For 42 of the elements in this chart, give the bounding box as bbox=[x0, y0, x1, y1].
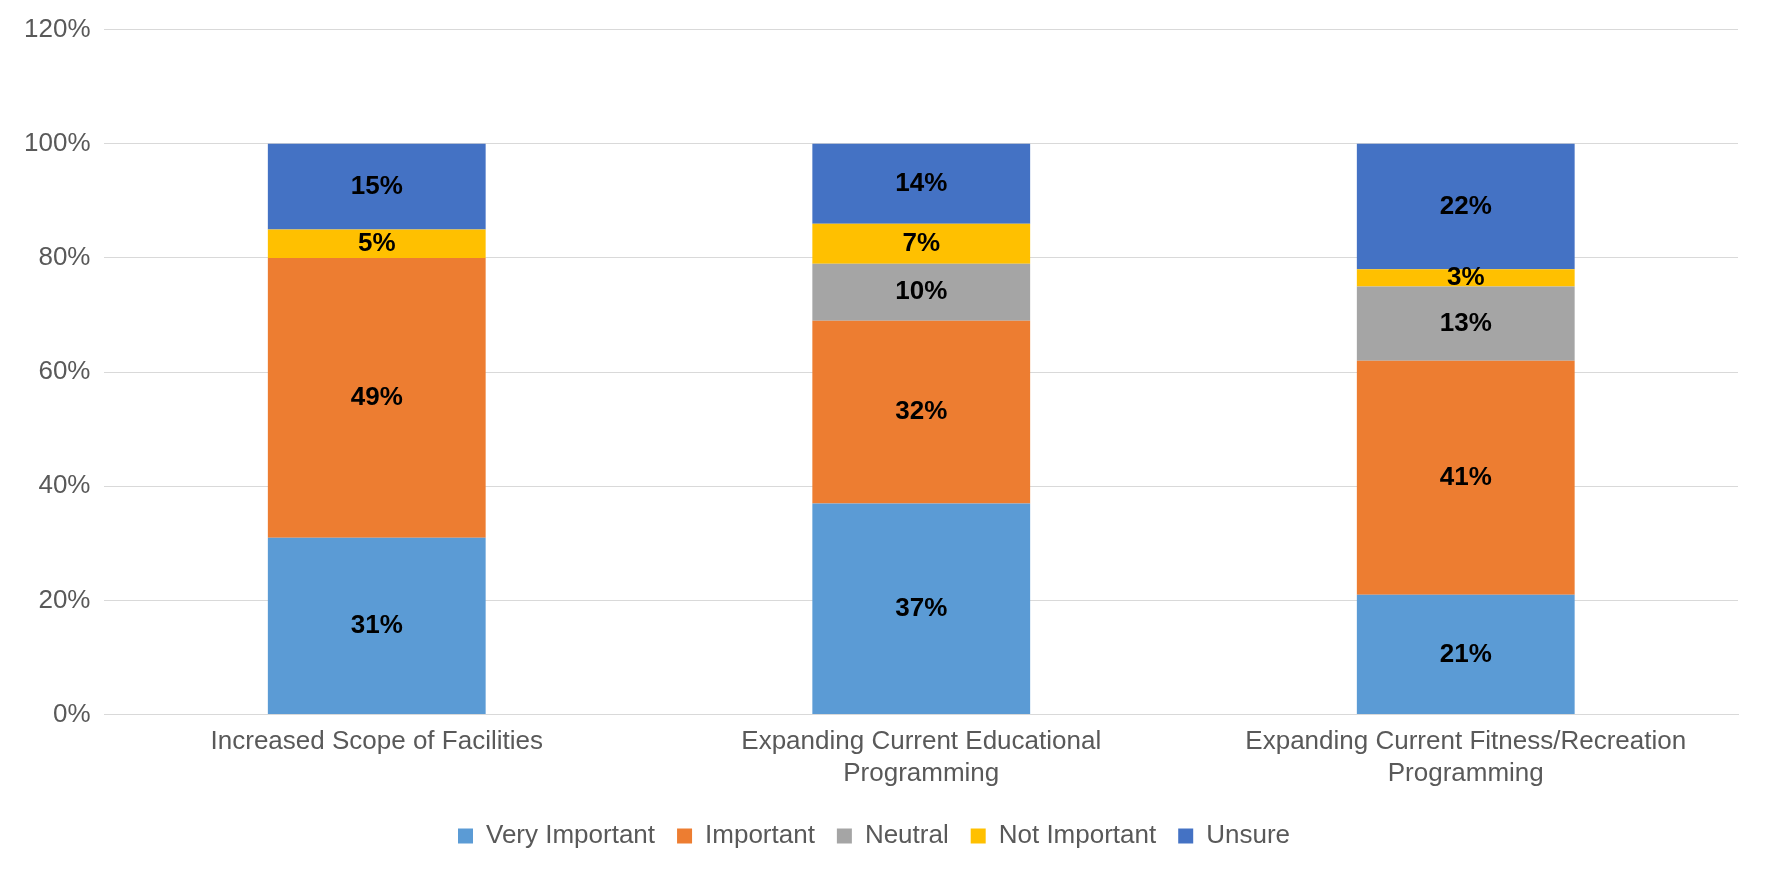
data-label: 32% bbox=[895, 395, 948, 426]
y-tick-label: 80% bbox=[38, 241, 91, 272]
data-label: 31% bbox=[350, 609, 403, 640]
bar bbox=[1356, 360, 1575, 595]
y-tick-label: 60% bbox=[38, 355, 91, 386]
data-label: 3% bbox=[1446, 261, 1485, 292]
bar bbox=[1356, 594, 1575, 715]
data-label: 21% bbox=[1439, 637, 1492, 668]
bar bbox=[812, 320, 1031, 504]
x-tick-label: Increased Scope of Facilities bbox=[210, 725, 543, 756]
bar bbox=[812, 223, 1031, 264]
bar bbox=[267, 537, 486, 715]
legend-label: Not Important bbox=[998, 819, 1157, 850]
y-tick-label: 40% bbox=[38, 469, 91, 500]
legend-label: Very Important bbox=[485, 819, 656, 850]
x-tick-label: Expanding Current Educational Programming bbox=[741, 725, 1102, 787]
bar bbox=[812, 263, 1031, 321]
data-label: 37% bbox=[895, 591, 948, 622]
data-label: 10% bbox=[895, 275, 948, 306]
y-tick-label: 0% bbox=[52, 697, 91, 728]
data-label: 41% bbox=[1439, 460, 1492, 491]
data-label: 14% bbox=[895, 166, 948, 197]
bar bbox=[267, 143, 486, 230]
bar bbox=[812, 143, 1031, 224]
bar bbox=[812, 503, 1031, 715]
data-label: 13% bbox=[1439, 306, 1492, 337]
data-label: 22% bbox=[1439, 189, 1492, 220]
legend-label: Important bbox=[705, 819, 816, 850]
data-label: 15% bbox=[350, 169, 403, 200]
legend-label: Neutral bbox=[864, 819, 949, 850]
y-tick-label: 100% bbox=[24, 126, 91, 157]
y-tick-label: 120% bbox=[24, 12, 91, 43]
data-label: 7% bbox=[902, 226, 941, 257]
y-tick-label: 20% bbox=[38, 583, 91, 614]
bar bbox=[267, 229, 486, 258]
bar bbox=[267, 257, 486, 538]
bar bbox=[1356, 286, 1575, 361]
legend-label: Unsure bbox=[1206, 819, 1291, 850]
bar bbox=[1356, 269, 1575, 287]
data-label: 5% bbox=[357, 226, 396, 257]
data-label: 49% bbox=[350, 380, 403, 411]
x-tick-label: Expanding Current Fitness/Recreation Programming bbox=[1245, 725, 1687, 787]
